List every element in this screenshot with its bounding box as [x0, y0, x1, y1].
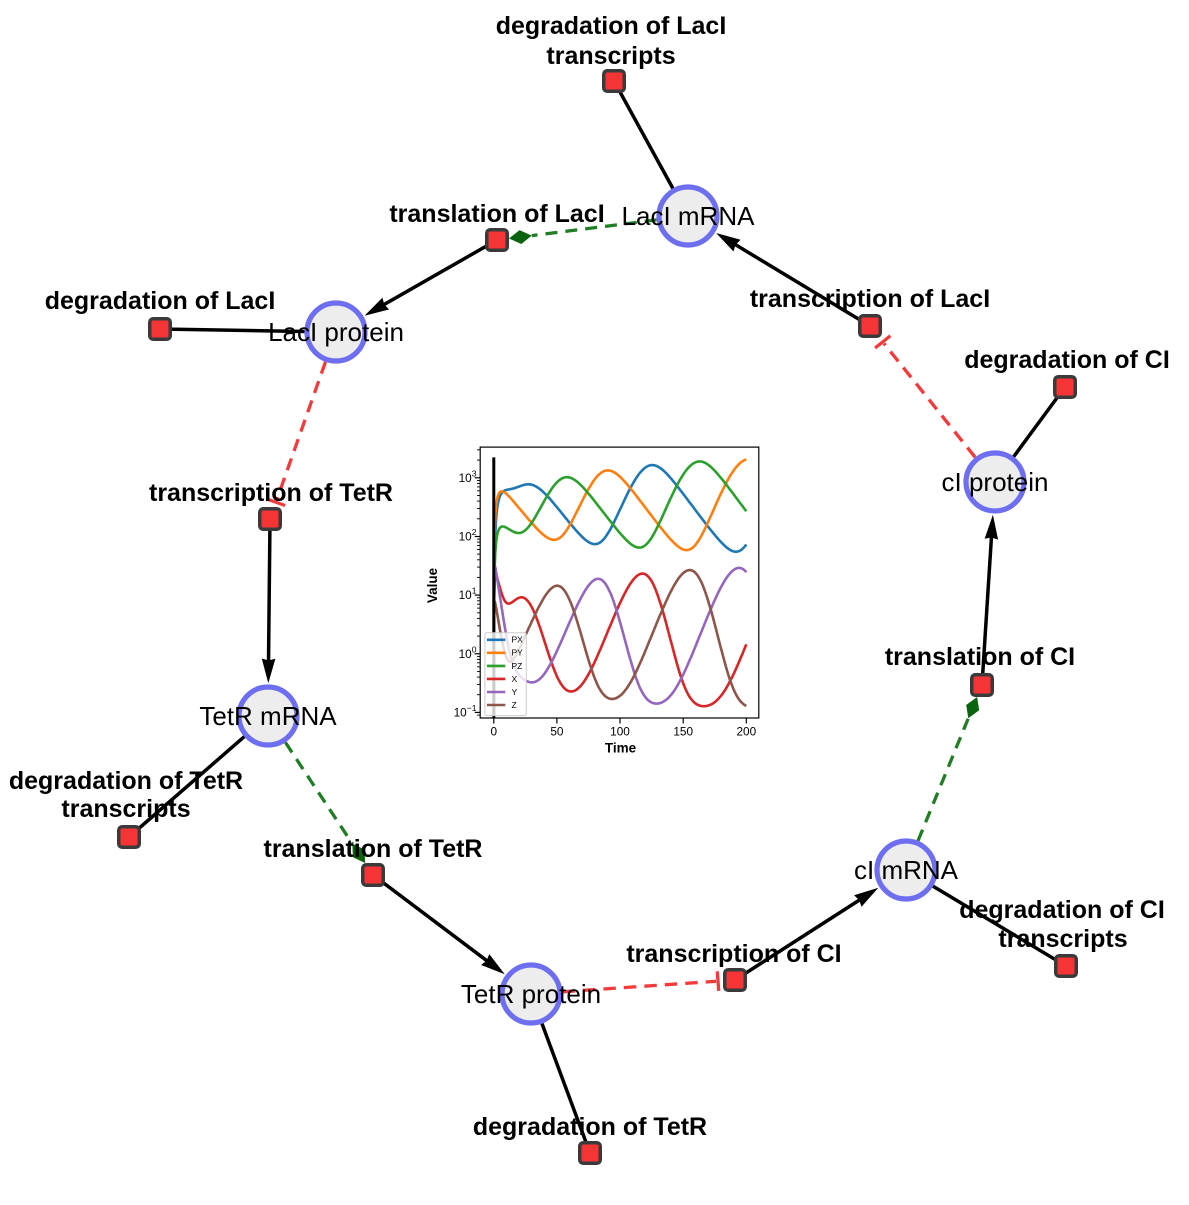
- svg-text:PY: PY: [512, 648, 524, 658]
- svg-text:101: 101: [459, 586, 477, 603]
- svg-text:transcripts: transcripts: [61, 795, 190, 823]
- svg-text:translation of TetR: translation of TetR: [264, 835, 483, 863]
- svg-text:50: 50: [550, 725, 564, 739]
- svg-text:LacI protein: LacI protein: [268, 317, 404, 347]
- svg-text:0: 0: [491, 725, 498, 739]
- svg-text:10−1: 10−1: [454, 703, 477, 720]
- svg-text:transcription of CI: transcription of CI: [626, 940, 841, 968]
- svg-text:degradation of TetR: degradation of TetR: [9, 767, 243, 795]
- svg-text:LacI mRNA: LacI mRNA: [622, 201, 756, 231]
- svg-text:translation of CI: translation of CI: [885, 643, 1075, 671]
- svg-text:X: X: [512, 674, 518, 684]
- svg-text:PZ: PZ: [512, 661, 523, 671]
- svg-text:degradation of LacI: degradation of LacI: [496, 12, 727, 40]
- svg-text:Y: Y: [512, 687, 518, 697]
- svg-text:transcription of TetR: transcription of TetR: [149, 479, 393, 507]
- svg-text:Value: Value: [425, 567, 440, 603]
- svg-text:transcripts: transcripts: [998, 925, 1127, 953]
- svg-text:degradation of TetR: degradation of TetR: [473, 1113, 707, 1141]
- svg-text:TetR mRNA: TetR mRNA: [199, 701, 337, 731]
- svg-text:150: 150: [673, 725, 693, 739]
- svg-text:200: 200: [736, 725, 756, 739]
- svg-text:TetR protein: TetR protein: [461, 979, 601, 1009]
- svg-text:cI protein: cI protein: [942, 467, 1049, 497]
- svg-text:translation of LacI: translation of LacI: [389, 200, 604, 228]
- svg-text:100: 100: [459, 644, 477, 661]
- svg-text:degradation of LacI: degradation of LacI: [45, 287, 276, 315]
- svg-text:degradation of CI: degradation of CI: [959, 896, 1165, 924]
- svg-text:Z: Z: [512, 700, 517, 710]
- svg-text:103: 103: [459, 468, 477, 485]
- svg-text:Time: Time: [605, 741, 637, 756]
- svg-text:PX: PX: [512, 635, 524, 645]
- svg-text:102: 102: [459, 527, 477, 544]
- svg-text:transcripts: transcripts: [546, 42, 675, 70]
- svg-text:cI mRNA: cI mRNA: [854, 855, 959, 885]
- svg-text:transcription of LacI: transcription of LacI: [750, 285, 990, 313]
- svg-text:degradation of CI: degradation of CI: [964, 346, 1170, 374]
- svg-text:100: 100: [610, 725, 630, 739]
